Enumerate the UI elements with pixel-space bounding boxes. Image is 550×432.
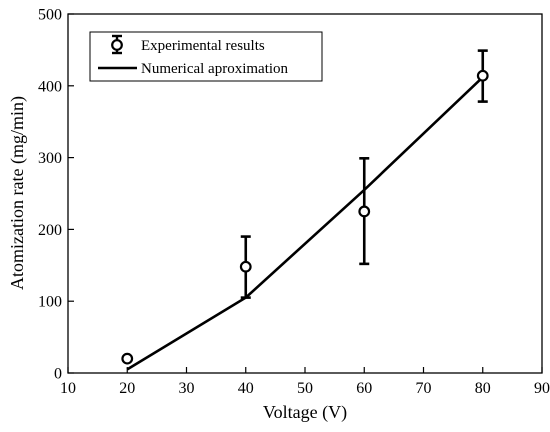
x-tick-label: 10: [60, 380, 76, 397]
x-tick-label: 50: [297, 380, 313, 397]
y-axis-ticks: 0 100 200 300 400 500: [38, 7, 74, 383]
x-axis-ticks: 10 20 30 40 50 60 70 80 90: [60, 367, 550, 397]
y-tick-label: 0: [54, 366, 62, 383]
data-point: [358, 205, 371, 218]
numerical-line: [126, 76, 484, 371]
x-tick-label: 40: [238, 380, 254, 397]
data-point: [239, 260, 252, 273]
x-axis-title: Voltage (V): [263, 402, 347, 423]
y-tick-label: 200: [38, 222, 62, 239]
y-tick-label: 300: [38, 150, 62, 167]
y-tick-label: 500: [38, 7, 62, 24]
legend-label-numerical: Numerical aproximation: [141, 61, 289, 77]
experimental-series: [121, 49, 489, 365]
x-tick-label: 70: [416, 380, 432, 397]
y-axis-title: Atomization rate (mg/min): [7, 96, 28, 290]
y-tick-label: 100: [38, 294, 62, 311]
data-point: [121, 352, 134, 365]
data-point: [476, 69, 489, 82]
x-tick-label: 90: [534, 380, 550, 397]
x-tick-label: 30: [179, 380, 195, 397]
numerical-series: [126, 76, 484, 371]
x-tick-label: 80: [475, 380, 491, 397]
legend-label-experimental: Experimental results: [141, 38, 265, 54]
y-tick-label: 400: [38, 78, 62, 95]
x-tick-label: 60: [356, 380, 372, 397]
x-tick-label: 20: [119, 380, 135, 397]
legend-box: [89, 31, 323, 82]
legend-marker-experimental: [111, 34, 123, 55]
legend: Experimental results Numerical aproximat…: [89, 31, 323, 82]
